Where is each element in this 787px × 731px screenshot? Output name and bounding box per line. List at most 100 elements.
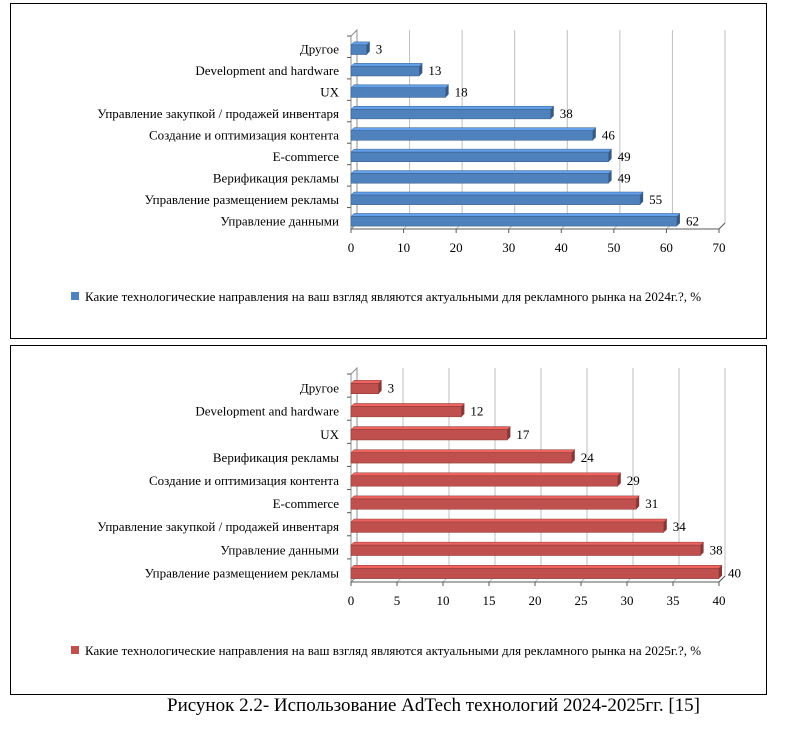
y-tick-label: Development and hardware [195, 404, 339, 419]
bar-end [676, 213, 680, 227]
bar-top [350, 541, 705, 546]
data-label: 12 [470, 404, 483, 419]
bar [350, 406, 462, 418]
bar [350, 66, 420, 77]
bar [350, 173, 609, 184]
y-tick-label: Управление закупкой / продажей инвентаря [97, 519, 339, 534]
bar-top [350, 380, 383, 384]
x-tick-label: 35 [667, 593, 680, 608]
x-tick-label: 10 [437, 593, 450, 608]
data-label: 55 [649, 192, 662, 207]
bar-top [350, 518, 668, 523]
y-tick-label: Управление размещением рекламы [145, 565, 340, 580]
y-tick-label: Создание и оптимизация контента [149, 128, 339, 143]
bar-end [636, 495, 640, 510]
bar [350, 194, 641, 205]
bar-top [350, 191, 644, 196]
bar-top [350, 84, 450, 89]
bar [350, 151, 609, 163]
bar-end [700, 542, 704, 556]
bar [350, 108, 552, 120]
x-tick-label: 15 [483, 593, 496, 608]
data-label: 40 [728, 565, 741, 580]
data-label: 49 [618, 170, 631, 185]
bar-top [350, 41, 371, 46]
legend-2025: Какие технологические направления на ваш… [71, 642, 741, 659]
bar-end [608, 170, 612, 184]
x-tick-label: 10 [397, 240, 410, 255]
legend-2024-text: Какие технологические направления на ваш… [85, 289, 702, 304]
x-axis-end [718, 222, 726, 230]
bar [350, 521, 665, 533]
x-tick-label: 0 [348, 593, 355, 608]
bar-top [350, 63, 423, 67]
bar-top [350, 426, 512, 430]
data-label: 38 [560, 106, 573, 121]
x-tick-label: 30 [621, 593, 634, 608]
bar-end [507, 426, 511, 440]
y-tick-label: UX [320, 85, 339, 100]
bar-top [350, 403, 466, 407]
bar-top [350, 148, 613, 153]
bar-end [461, 403, 465, 417]
y-tick-label: E-commerce [273, 496, 340, 511]
x-tick-label: 70 [713, 240, 726, 255]
bar [350, 383, 379, 395]
bar [350, 475, 619, 487]
data-label: 38 [710, 542, 723, 557]
data-label: 18 [455, 85, 468, 100]
bar-end [366, 41, 370, 55]
y-tick-label: Управление закупкой / продажей инвентаря [97, 106, 339, 121]
bar-end [617, 472, 621, 487]
bar-top [350, 564, 723, 569]
y-tick-label: Верификация рекламы [213, 450, 339, 465]
data-label: 3 [388, 381, 395, 396]
bar-end [445, 84, 449, 98]
y-tick-label: Верификация рекламы [213, 170, 339, 185]
x-tick-label: 20 [450, 240, 463, 255]
figure-caption: Рисунок 2.2- Использование AdTech технол… [167, 695, 700, 716]
x-tick-label: 0 [348, 240, 355, 255]
x-tick-label: 20 [529, 593, 542, 608]
x-tick-label: 60 [660, 240, 673, 255]
bar-end [378, 380, 382, 394]
bar-end [640, 192, 644, 205]
bar-end [608, 149, 612, 162]
bar-top [350, 127, 597, 131]
legend-2025-swatch [71, 646, 79, 654]
bar-end [592, 127, 596, 141]
legend-2024: Какие технологические направления на ваш… [71, 288, 741, 305]
data-label: 17 [516, 427, 530, 442]
bar [350, 567, 720, 579]
data-label: 24 [581, 450, 595, 465]
bar [350, 216, 678, 227]
y-tick-label: Управление данными [220, 213, 339, 228]
bar [350, 44, 368, 55]
bar-top [350, 213, 681, 217]
bar-end [663, 519, 667, 533]
x-tick-label: 40 [713, 593, 726, 608]
y-tick-label: Другое [300, 42, 339, 57]
y-tick-label: Development and hardware [195, 63, 339, 78]
chart-2024: 0 10 20 30 40 50 60 70 3 Другое 13 Development and … [10, 3, 767, 339]
chart-2024-plot: 0 10 20 30 40 50 60 70 3 Другое 13 Development and … [97, 28, 726, 255]
x-tick-label: 25 [575, 593, 588, 608]
x-tick-label: 5 [394, 593, 401, 608]
y-tick-label: Управление размещением рекламы [145, 192, 340, 207]
data-label: 49 [618, 149, 631, 164]
data-label: 13 [428, 63, 441, 78]
x-tick-label: 30 [502, 240, 515, 255]
data-label: 46 [602, 128, 616, 143]
bar-top [350, 170, 613, 174]
data-label: 31 [645, 496, 658, 511]
y-tick-label: Управление данными [220, 542, 339, 557]
bar-top [350, 449, 576, 453]
chart-2025-plot: 0 5 10 15 20 25 30 35 40 3 Другое 12 Development and… [97, 366, 741, 608]
y-tick-label: UX [320, 427, 339, 442]
y-tick-label: Создание и оптимизация контента [149, 473, 339, 488]
bar-top [350, 105, 555, 110]
bar [350, 87, 446, 98]
y-tick-label: Другое [300, 381, 339, 396]
data-label: 34 [673, 519, 687, 534]
bar [350, 429, 508, 441]
